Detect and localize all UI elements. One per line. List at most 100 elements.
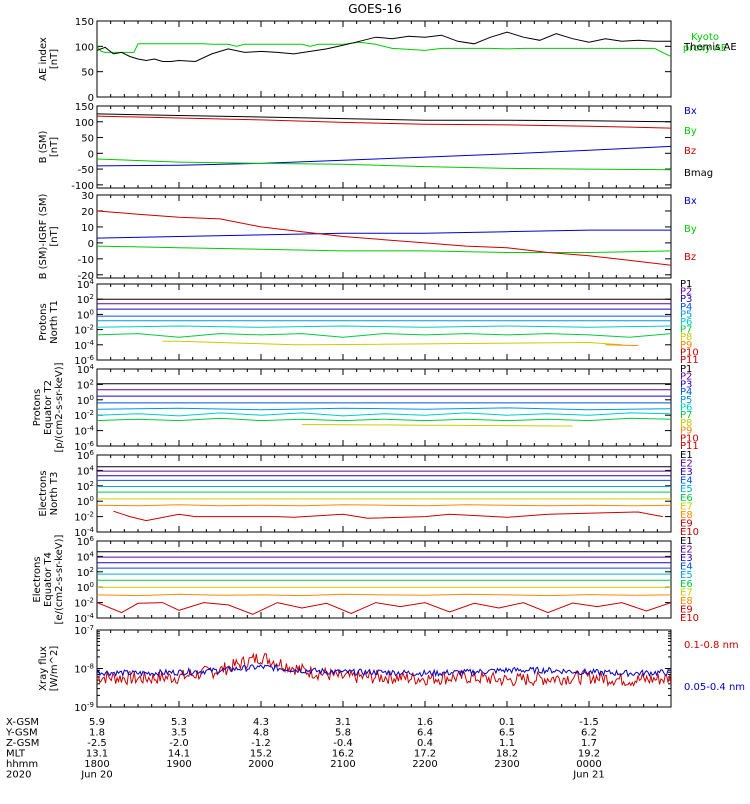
- y-axis-label: Electrons: [32, 556, 43, 602]
- legend-entry: Themis AE: [683, 42, 737, 53]
- x-axis-row-value: 17.2: [414, 749, 436, 760]
- series-line-p6: [97, 412, 671, 417]
- series-line-0-1-0-8-nm: [97, 652, 671, 687]
- series-line-bz: [97, 115, 671, 129]
- y-tick-label: -20: [78, 271, 94, 282]
- y-axis-label: Protons: [32, 389, 43, 426]
- x-axis-row-value: Jun 21: [572, 770, 605, 781]
- y-axis-label: [W/m^2]: [49, 646, 60, 692]
- y-tick-label: 10-2: [74, 511, 94, 524]
- series-group: [97, 383, 671, 427]
- y-tick-label: 102: [77, 293, 94, 306]
- legend-entry: P9: [680, 340, 692, 351]
- x-axis-row-value: 13.1: [86, 749, 108, 760]
- legend-entry: E7: [680, 587, 693, 598]
- series-group: [97, 551, 671, 615]
- x-axis-row-value: 5.3: [171, 717, 187, 728]
- y-tick-label: 0: [88, 93, 94, 104]
- x-axis-row-label: Y-GSM: [5, 728, 38, 739]
- legend-entry: E10: [680, 527, 699, 538]
- legend-entry: Bmag: [684, 168, 713, 179]
- x-axis-row-value: 2100: [330, 759, 355, 770]
- legend-entry: By: [684, 224, 697, 235]
- legend-entry: P8: [680, 332, 692, 343]
- legend-entry: E6: [680, 579, 693, 590]
- y-tick-label: 20: [81, 207, 94, 218]
- legend-entry: P1: [680, 364, 692, 375]
- y-tick-label: 0: [88, 239, 94, 250]
- x-axis-row-value: -2.0: [169, 738, 189, 749]
- y-tick-label: 104: [77, 464, 95, 477]
- plot-title: GOES-16: [348, 2, 402, 16]
- y-tick-label: 150: [75, 17, 94, 28]
- y-axis-label: [nT]: [49, 49, 60, 69]
- series-line-e9: [113, 510, 663, 522]
- legend-entry: P8: [680, 418, 692, 429]
- y-axis-label: [nT]: [49, 226, 60, 246]
- legend-entry: E5: [680, 570, 693, 581]
- x-axis-row-value: 1.1: [499, 738, 515, 749]
- series-line-p7: [97, 417, 671, 422]
- panel-frame: [96, 20, 672, 98]
- series-line-e8: [97, 593, 671, 597]
- y-tick-label: 100: [77, 495, 94, 508]
- legend-entry: P2: [680, 372, 692, 383]
- y-tick-label: 10-4: [74, 425, 94, 438]
- series-line-p6: [97, 325, 671, 328]
- x-axis-row-value: 6.5: [499, 728, 515, 739]
- panel-7: 10-4 10-2 100 102 104 106 Electrons Equator T4[…: [32, 534, 699, 625]
- y-tick-label: 10-6: [74, 440, 94, 453]
- y-tick-label: 10-9: [74, 701, 94, 714]
- y-tick-label: 10-6: [74, 354, 94, 367]
- series-group: [97, 210, 671, 266]
- series-line-e9: [97, 602, 671, 615]
- x-axis-row-value: -2.5: [87, 738, 107, 749]
- x-axis-table: X-GSM 5.9 5.3 4.3 3.1 1.6 0.1 -1.5 Y-GSM 1.8 3.5 4.…: [5, 717, 605, 781]
- y-tick-label: 30: [81, 191, 94, 202]
- legend-entry: E8: [680, 510, 693, 521]
- legend-entry: E10: [680, 613, 699, 624]
- y-axis-label: [p/(cm2-s-sr-keV)]: [54, 362, 65, 452]
- legend-entry: E4: [680, 562, 693, 573]
- series-line-p8: [302, 424, 573, 427]
- y-tick-label: 10-7: [74, 624, 94, 637]
- legend-entry: P5: [680, 309, 692, 320]
- series-line-bx: [97, 229, 671, 239]
- y-axis-label: North T1: [49, 300, 60, 344]
- legend-entry: P7: [680, 410, 692, 421]
- panel-5: 10-6 10-4 10-2 100 102 104 Protons Equator T2 [p…: [32, 362, 699, 453]
- legend-entry: Bz: [684, 146, 696, 157]
- legend-entry: P6: [680, 317, 692, 328]
- y-tick-label: -50: [78, 165, 94, 176]
- series-group: [97, 652, 671, 687]
- legend-entry: P3: [680, 379, 692, 390]
- panel-3: -20 -10 0 10 20 30 B (SM)-IGRF (SM) [nT] Bx By Bz: [38, 191, 697, 282]
- x-axis-row-label: 2020: [6, 770, 31, 781]
- x-axis-row-value: 1.7: [581, 738, 597, 749]
- y-axis-label: Electrons: [38, 470, 49, 516]
- x-axis-row-label: Z-GSM: [6, 738, 39, 749]
- y-tick-label: 10: [81, 223, 94, 234]
- x-axis-row-value: 14.1: [168, 749, 190, 760]
- legend-entry: E1: [680, 536, 693, 547]
- x-axis-row-value: 16.2: [332, 749, 354, 760]
- x-axis-row-value: 1800: [84, 759, 109, 770]
- x-axis-row-value: -1.2: [251, 738, 271, 749]
- legend-entry: Kyoto: [691, 32, 719, 43]
- x-axis-row-label: MLT: [6, 749, 26, 760]
- legend-entry: P10: [680, 433, 699, 444]
- y-tick-label: 10-2: [74, 597, 94, 610]
- y-tick-label: 104: [77, 550, 95, 563]
- y-axis-label: Equator T4: [43, 552, 54, 607]
- x-axis-row-value: 1900: [166, 759, 191, 770]
- panel-frame: [96, 540, 672, 619]
- legend-entry: P11: [680, 355, 699, 366]
- x-axis-row-value: 19.2: [578, 749, 600, 760]
- y-tick-label: 10-4: [74, 339, 94, 352]
- x-axis-row-value: 6.4: [417, 728, 433, 739]
- x-axis-row-value: 5.9: [89, 717, 105, 728]
- panel-frame: [96, 283, 672, 361]
- series-group: [97, 298, 671, 346]
